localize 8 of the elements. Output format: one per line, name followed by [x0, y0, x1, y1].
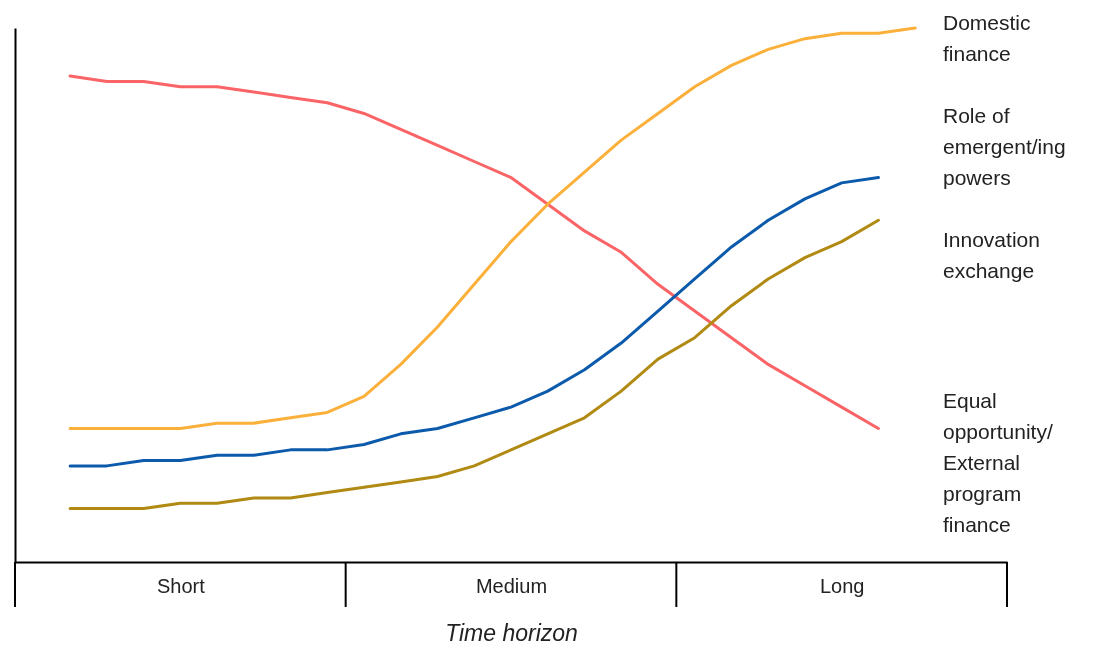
x-tick-label: Medium	[475, 574, 548, 597]
text: Role of emergent/ing powers	[943, 103, 1066, 189]
text: Equal opportunity/External program finance	[943, 388, 1053, 536]
text: Innovation exchange	[943, 228, 1040, 283]
x-tick-label: Short	[156, 574, 206, 597]
x-tick-label: Long	[819, 574, 865, 597]
series-label: Domestic finance	[943, 11, 1031, 65]
x-axis-title: Time horizon	[445, 619, 578, 646]
